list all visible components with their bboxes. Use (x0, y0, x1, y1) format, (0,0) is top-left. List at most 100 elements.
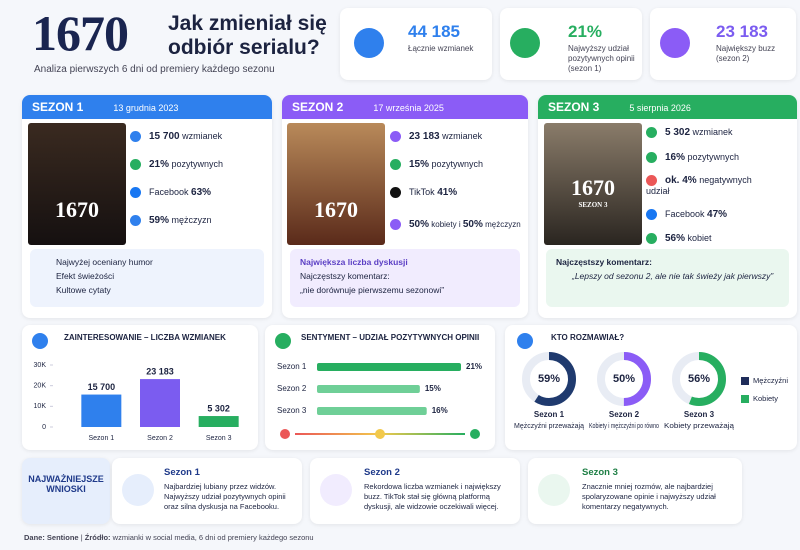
dot-box (646, 152, 657, 164)
sub-box: Najwyżej oceniany humor Efekt świeżości Ku… (30, 249, 264, 307)
value-label: 15 700 (88, 382, 116, 392)
span-text: 17 września 2025 (373, 103, 444, 113)
span-text: kobiet (687, 233, 712, 243)
ic-box (122, 474, 154, 506)
category-label: Sezon 2 (277, 384, 307, 393)
card-box: 23 183 Największy buzz (sezon 2) (650, 8, 796, 80)
dot-box (130, 131, 141, 143)
a-text: 23 183 (716, 22, 768, 41)
div-text: „nie dorównuje pierwszemu sezonowi” (300, 285, 445, 295)
b-text: Sezon 2 (364, 467, 400, 478)
b-text: ok. 4% (665, 175, 697, 186)
legend-swatch (741, 395, 749, 403)
div-text: Najczęstszy komentarz: (300, 271, 390, 281)
span-text: | (80, 533, 83, 542)
span-text: 13 grudnia 2023 (113, 103, 179, 113)
span-text: mężczyzn (485, 220, 521, 229)
a-text: 1670 (32, 5, 129, 61)
b-text: Sezon 3 (582, 467, 618, 478)
ins-text: NAJWAŻNIEJSZE WNIOSKI (22, 458, 110, 524)
sh-box: SEZON 1 13 grudnia 2023 (22, 95, 272, 119)
value-label: 16% (432, 406, 448, 415)
b-text: 56% (665, 233, 686, 244)
b-text: SEZON 2 (292, 100, 344, 114)
span-text: mężczyzn (171, 215, 212, 225)
span-text: Najbardziej lubiany przez widzów. Najwyż… (164, 482, 286, 511)
dot-box (646, 233, 657, 245)
span-text: Znacznie mniej rozmów, ale najbardziej s… (582, 482, 716, 511)
div-text: „Lepszy od sezonu 2, ale nie tak świeży … (572, 271, 774, 281)
ins-box: Sezon 2 Rekordowa liczba wzmianek i najwi… (310, 458, 520, 524)
a-text: Najwyższy udział pozytywnych opinii (sez… (568, 44, 635, 73)
description: Kobiety przeważają (664, 423, 734, 430)
dot-box (390, 159, 401, 171)
value-label: 50% (613, 373, 635, 385)
ins-box: Sezon 1 Najbardziej lubiany przez widzów.… (112, 458, 302, 524)
ins-box: Sezon 3 Znacznie mniej rozmów, ale najbar… (528, 458, 742, 524)
card-box: SENTYMENT – UDZIAŁ POZYTYWNYCH OPINII Sez… (265, 325, 495, 450)
b-text: 15 700 (149, 131, 180, 142)
bar-chart: 0 10K 20K 30K 15 700 Sezon 1 23 183 Sezon 2 5 30… (34, 362, 239, 442)
b-text: Sezon 1 (164, 467, 200, 478)
b-text: SEZON 1 (32, 100, 84, 114)
span-text: Facebook (149, 187, 189, 197)
bar (81, 394, 122, 427)
dot-box (390, 187, 401, 199)
ic-box (275, 333, 291, 349)
a-text: Jak zmieniał się odbiór serialu? (168, 12, 327, 59)
ct-text: SENTYMENT – UDZIAŁ POZYTYWNYCH OPINII (301, 333, 480, 342)
y-tick-label: 0 (42, 424, 46, 431)
span-text: kobiety i (431, 220, 461, 229)
dot-box (646, 127, 657, 139)
ic-box (510, 28, 540, 58)
div-text: Efekt świeżości (56, 271, 115, 281)
bar (140, 379, 180, 427)
ic-box (517, 333, 533, 349)
donut-arc (597, 352, 651, 406)
ic-box (660, 28, 690, 58)
span-text: wzmianek (442, 131, 483, 141)
bar (317, 385, 420, 393)
card-box: 44 185 Łącznie wzmianek (340, 8, 492, 80)
b-text: Dane: Sentione (24, 533, 79, 542)
x-tick-label: Sezon 1 (88, 435, 114, 442)
a-text: Analiza pierwszych 6 dni od premiery każ… (34, 64, 275, 75)
donut-arc (672, 352, 726, 406)
sub-box: Najczęstszy komentarz: „Lepszy od sezonu … (546, 249, 789, 307)
description: Mężczyźni przeważają (514, 423, 584, 430)
div-text: 1670 (55, 197, 99, 222)
b-text: Źródło: (84, 533, 111, 542)
card-box: SEZON 1 13 grudnia 2023 1670 15 700 wzmia… (22, 95, 272, 318)
st-box: 50% kobiety i 50% mężczyzn (390, 219, 521, 231)
a-text: 21% (568, 22, 603, 41)
poster-box: 1670 (28, 123, 126, 245)
span-text: TikTok (409, 187, 435, 197)
span-text: negatywnych (699, 175, 752, 185)
b-text: 5 302 (665, 127, 691, 138)
ct-text: ZAINTERESOWANIE – LICZBA WZMIANEK (64, 333, 226, 342)
card-box: KTO ROZMAWIAŁ? 59% Sezon 1 Mężczyźni przewa… (505, 325, 797, 450)
dot-box (390, 219, 401, 231)
st-box: 15% pozytywnych (390, 159, 483, 171)
span-text: 5 sierpnia 2026 (629, 103, 691, 113)
st-box: 16% pozytywnych (646, 152, 739, 164)
value-label: 23 183 (146, 366, 174, 376)
b-text: 41% (437, 187, 458, 198)
dot-box (130, 215, 141, 227)
y-tick-label: 10K (34, 403, 47, 410)
dot-box (390, 131, 401, 143)
dot-box (130, 187, 141, 199)
ic-box (354, 28, 384, 58)
sentiment-face (470, 429, 480, 439)
value-label: 21% (466, 362, 482, 371)
st-box: ok. 4% negatywnych udział (646, 175, 776, 196)
st-box: 59% mężczyzn (130, 215, 212, 227)
a-text: Łącznie wzmianek (408, 44, 474, 53)
legend-swatch (741, 377, 749, 385)
st-box: 23 183 wzmianek (390, 131, 483, 143)
value-label: 59% (538, 373, 560, 385)
bar (317, 407, 427, 415)
st-box: Facebook 63% (130, 187, 211, 199)
a-text: Największy buzz (sezon 2) (716, 44, 776, 63)
sentiment-chart: Sezon 1 21% Sezon 2 15% Sezon 3 16% (277, 362, 482, 439)
